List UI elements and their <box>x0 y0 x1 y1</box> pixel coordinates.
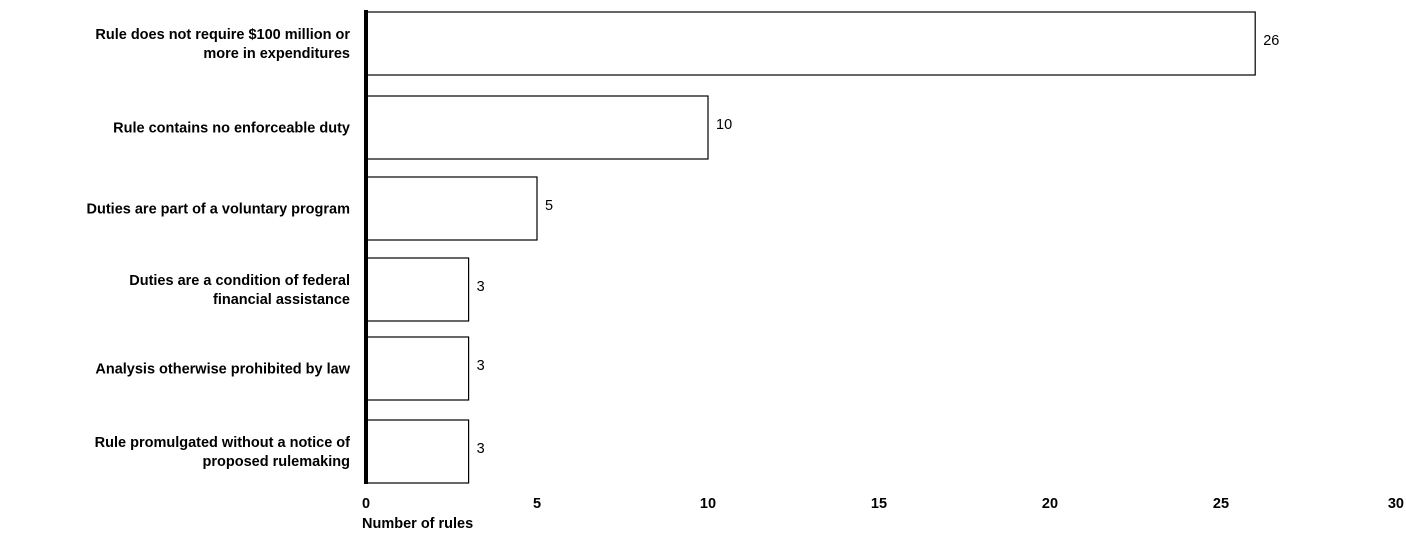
category-label-4-line-0: Analysis otherwise prohibited by law <box>95 362 350 378</box>
x-tick-label-30: 30 <box>1388 496 1404 512</box>
data-label-0: 26 <box>1263 33 1279 49</box>
bar-4 <box>365 336 470 401</box>
bars-group <box>365 11 1256 484</box>
category-label-2-line-0: Duties are part of a voluntary program <box>87 202 350 218</box>
data-label-2: 5 <box>545 198 553 214</box>
category-label-0-line-1: more in expenditures <box>203 46 350 62</box>
x-axis-tick-labels: 0 5 10 15 20 25 30 <box>362 496 1404 512</box>
x-tick-label-25: 25 <box>1213 496 1229 512</box>
x-axis-title: Number of rules <box>362 516 473 532</box>
x-tick-label-0: 0 <box>362 496 370 512</box>
category-label-0-line-0: Rule does not require $100 million or <box>95 27 350 43</box>
data-labels: 26 10 5 3 3 3 <box>477 33 1280 457</box>
category-label-5-line-1: proposed rulemaking <box>203 454 350 470</box>
category-labels: Rule does not require $100 million or mor… <box>87 27 351 470</box>
bar-3 <box>365 257 470 322</box>
category-label-5-line-0: Rule promulgated without a notice of <box>95 435 351 451</box>
category-label-3-line-1: financial assistance <box>213 292 350 308</box>
bar-5 <box>365 419 470 484</box>
bar-1 <box>365 95 709 160</box>
data-label-5: 3 <box>477 441 485 457</box>
data-label-1: 10 <box>716 117 732 133</box>
x-tick-label-5: 5 <box>533 496 541 512</box>
x-tick-label-15: 15 <box>871 496 887 512</box>
category-label-1-line-0: Rule contains no enforceable duty <box>113 121 350 137</box>
data-label-4: 3 <box>477 358 485 374</box>
x-tick-label-10: 10 <box>700 496 716 512</box>
category-label-3-line-0: Duties are a condition of federal <box>129 273 350 289</box>
bar-2 <box>365 176 538 241</box>
data-label-3: 3 <box>477 279 485 295</box>
x-tick-label-20: 20 <box>1042 496 1058 512</box>
bar-0 <box>365 11 1256 76</box>
